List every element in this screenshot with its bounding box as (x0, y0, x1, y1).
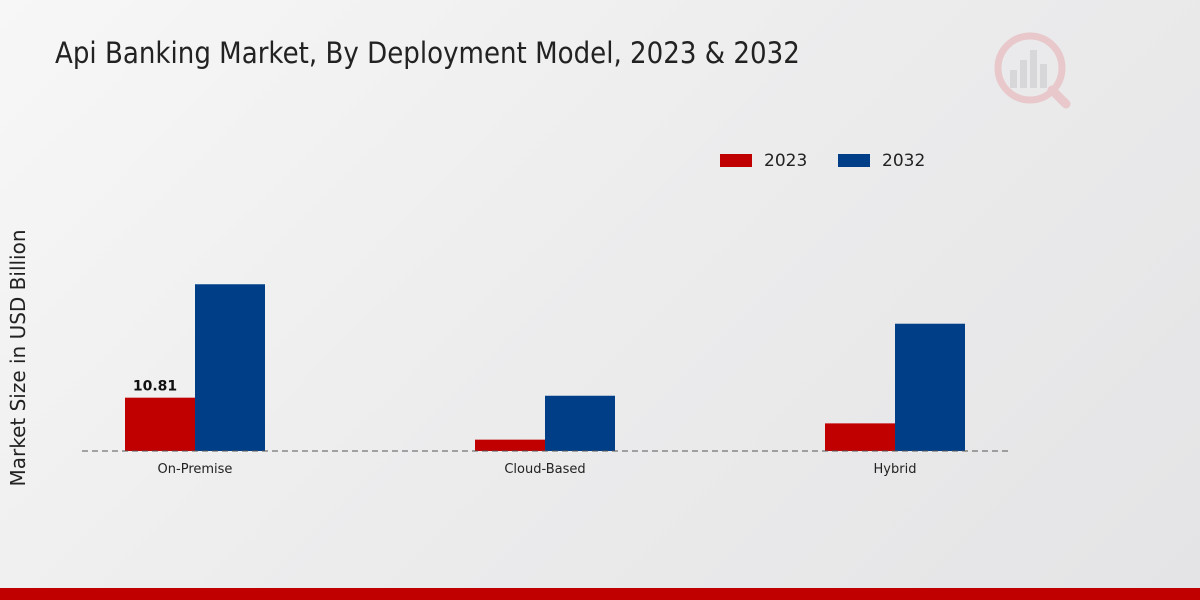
bar-2032-hybrid (895, 323, 965, 451)
bar-2023-cloud-based (475, 439, 545, 451)
bar-2032-on-premise (195, 284, 265, 451)
bar-2023-on-premise (125, 397, 195, 451)
chart-title: Api Banking Market, By Deployment Model,… (55, 36, 800, 70)
data-label: 10.81 (133, 379, 177, 395)
bar-2032-cloud-based (545, 395, 615, 451)
legend-swatch-2023 (720, 154, 752, 167)
legend-label-2032: 2032 (882, 151, 925, 171)
legend-swatch-2032 (838, 154, 870, 167)
x-tick-label-cloud-based: Cloud-Based (504, 462, 585, 477)
market-research-logo-icon (994, 32, 1071, 109)
footer-bar (0, 588, 1200, 600)
x-tick-label-on-premise: On-Premise (158, 462, 233, 477)
legend-label-2023: 2023 (764, 151, 807, 171)
bar-2023-hybrid (825, 423, 895, 451)
x-tick-label-hybrid: Hybrid (874, 462, 917, 477)
